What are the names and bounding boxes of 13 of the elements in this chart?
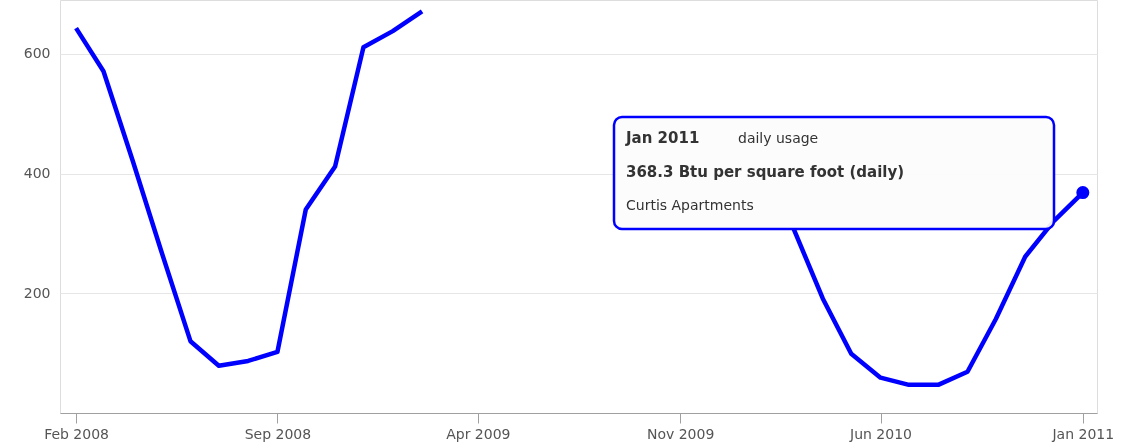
annotation: daily usage — [738, 130, 819, 146]
x-tick-label: Feb 2008 — [44, 425, 110, 442]
x-tick-label: Apr 2009 — [446, 425, 511, 442]
x-tick-label: Jan 2011 — [1051, 425, 1115, 442]
y-tick-label: 600 — [23, 45, 51, 62]
annotation: 368.3 Btu per square foot (daily) — [626, 163, 905, 181]
y-tick-label: 400 — [23, 165, 51, 182]
annotation: Jan 2011 — [625, 129, 700, 147]
y-tick-label: 200 — [23, 284, 51, 301]
text: Curtis Apartments — [626, 197, 754, 213]
x-tick-label: Sep 2008 — [244, 425, 312, 442]
x-tick-label: Nov 2009 — [646, 425, 715, 442]
x-tick-label: Jun 2010 — [849, 425, 913, 442]
